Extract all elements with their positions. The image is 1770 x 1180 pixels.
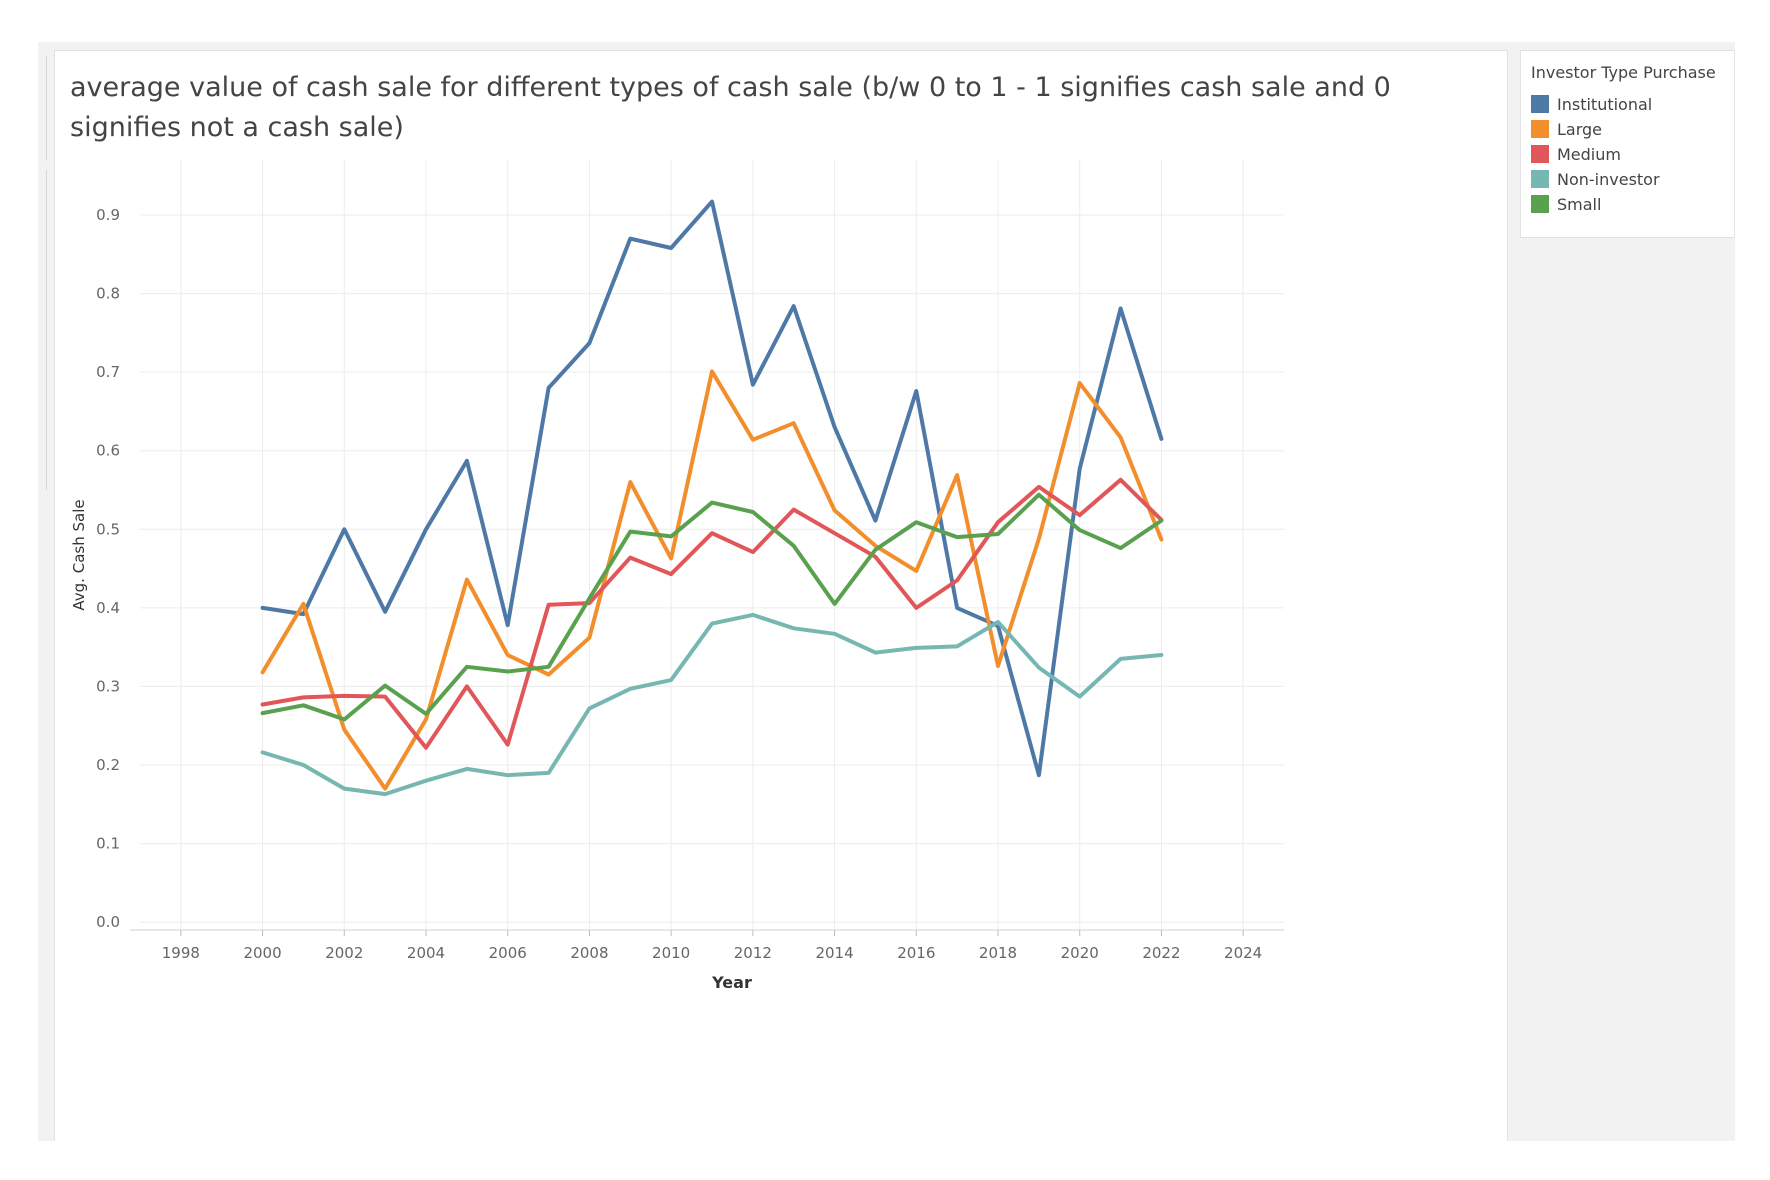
legend-swatch [1531,95,1549,113]
y-tick-label: 0.3 [96,677,120,695]
legend-swatch [1531,170,1549,188]
series-line-large[interactable] [260,369,1164,791]
legend-item-medium[interactable]: Medium [1531,143,1621,165]
legend-item-large[interactable]: Large [1531,118,1602,140]
y-tick-label: 0.8 [96,285,120,303]
left-edge-panel [38,170,47,490]
legend-swatch [1531,120,1549,138]
chart-title: average value of cash sale for different… [70,72,1391,143]
x-tick-label: 2002 [325,944,363,962]
series-lines [260,199,1164,797]
legend-label: Non-investor [1557,169,1660,189]
x-tick-label: 2014 [815,944,853,962]
axes: 1998 2000 2002 2004 2006 2008 2010 2012 2014 2016… [96,206,1284,962]
series-line-institutional[interactable] [260,199,1164,778]
x-tick-label: 2004 [407,944,445,962]
legend-label: Medium [1557,144,1621,164]
chart-panel [54,50,1508,1141]
x-tick-label: 2012 [734,944,772,962]
y-tick-label: 0.6 [96,442,120,460]
legend: Investor Type Purchase Institutional Larg… [1520,50,1735,238]
legend-swatch [1531,195,1549,213]
x-tick-label: 2000 [243,944,281,962]
legend-item-small[interactable]: Small [1531,193,1601,215]
y-tick-label: 0.0 [96,913,120,931]
x-tick-label: 2018 [979,944,1017,962]
y-tick-label: 0.2 [96,756,120,774]
series-line-non-investor[interactable] [260,612,1164,797]
legend-item-non-investor[interactable]: Non-investor [1531,168,1660,190]
legend-label: Institutional [1557,94,1653,114]
x-axis-title: Year [711,973,752,992]
legend-title: Investor Type Purchase [1531,63,1716,82]
x-tick-label: 1998 [162,944,200,962]
x-tick-label: 2016 [897,944,935,962]
series-line-medium[interactable] [260,477,1164,750]
line-chart: 1998 2000 2002 2004 2006 2008 2010 2012 2014 2016… [70,160,1284,992]
y-tick-label: 0.1 [96,835,120,853]
x-tick-label: 2008 [570,944,608,962]
y-tick-label: 0.7 [96,363,120,381]
series-line-small[interactable] [260,492,1164,722]
x-tick-label: 2006 [489,944,527,962]
left-edge-panel-top [38,56,47,160]
legend-side-background [1520,238,1735,1141]
legend-swatch [1531,145,1549,163]
legend-item-institutional[interactable]: Institutional [1531,93,1652,115]
x-tick-label: 2020 [1061,944,1099,962]
legend-label: Large [1557,119,1603,139]
x-tick-label: 2024 [1224,944,1262,962]
legend-label: Small [1557,194,1602,214]
x-tick-label: 2022 [1142,944,1180,962]
grid [140,160,1284,930]
y-tick-label: 0.9 [96,206,120,224]
y-tick-label: 0.4 [96,599,120,617]
y-tick-label: 0.5 [96,520,120,538]
x-tick-label: 2010 [652,944,690,962]
y-axis-title: Avg. Cash Sale [70,499,88,610]
